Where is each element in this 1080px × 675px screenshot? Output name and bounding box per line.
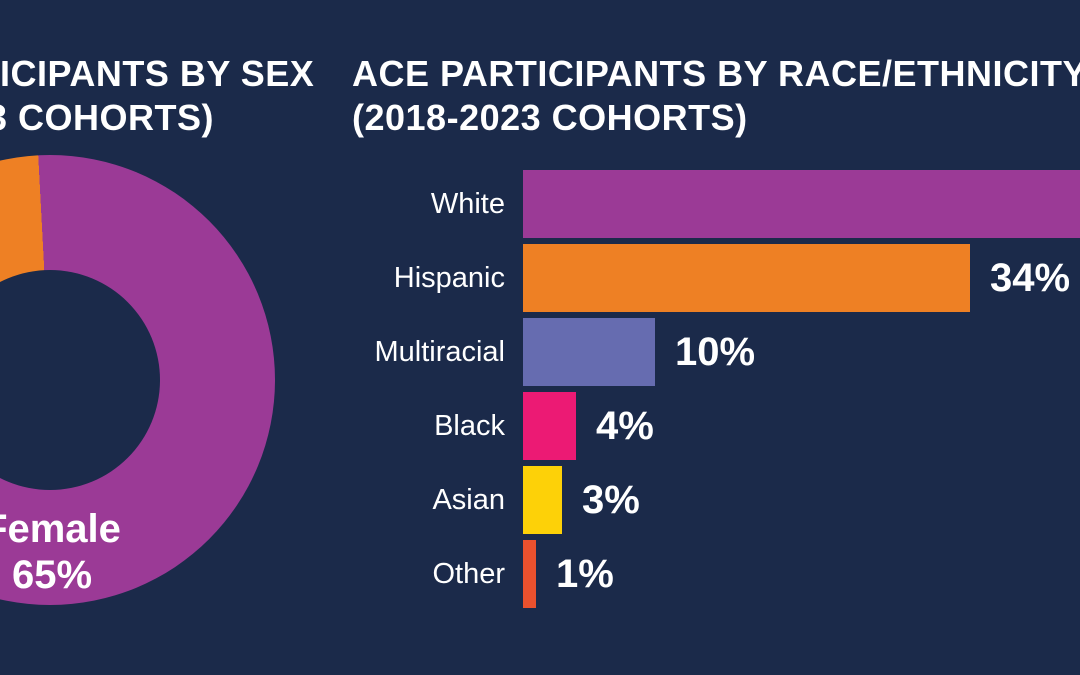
bar-multiracial — [523, 318, 655, 386]
bar-white — [523, 170, 1080, 238]
bar-value-label: 34% — [990, 256, 1071, 300]
bar-row: Asian 3% — [0, 466, 1080, 534]
bar-value-label: 3% — [582, 478, 640, 522]
bar-other — [523, 540, 536, 608]
bar-asian — [523, 466, 562, 534]
bar-row: Other 1% — [0, 540, 1080, 608]
bar-category-label: Black — [434, 410, 505, 442]
bar-row: Multiracial 10% — [0, 318, 1080, 386]
bar-row: Black 4% — [0, 392, 1080, 460]
bar-row: Hispanic 34% — [0, 244, 1080, 312]
bar-category-label: Asian — [432, 484, 505, 516]
bar-category-label: Other — [432, 558, 505, 590]
right-chart-title-line1: ACE PARTICIPANTS BY RACE/ETHNICITY — [352, 53, 1080, 94]
bar-hispanic — [523, 244, 970, 312]
left-chart-title-line2: 3 COHORTS) — [0, 97, 215, 138]
donut-segment-name: Female — [0, 507, 121, 551]
right-chart-title-line2: (2018-2023 COHORTS) — [352, 97, 748, 138]
bar-category-label: Hispanic — [393, 262, 505, 294]
bar-category-label: White — [430, 188, 505, 220]
bar-row: White — [0, 170, 1080, 238]
bar-category-label: Multiracial — [374, 336, 505, 368]
bar-black — [523, 392, 576, 460]
bar-value-label: 1% — [556, 552, 614, 596]
donut-segment-label: Female 65% — [0, 506, 172, 598]
bar-value-label: 4% — [596, 404, 654, 448]
bar-value-label: 10% — [675, 330, 756, 374]
left-chart-title-line1: ICIPANTS BY SEX — [0, 53, 315, 94]
left-chart-title: ICIPANTS BY SEX 3 COHORTS) — [0, 52, 314, 140]
right-chart-title: ACE PARTICIPANTS BY RACE/ETHNICITY (2018… — [352, 52, 1080, 140]
donut-segment-value: 65% — [11, 553, 93, 597]
